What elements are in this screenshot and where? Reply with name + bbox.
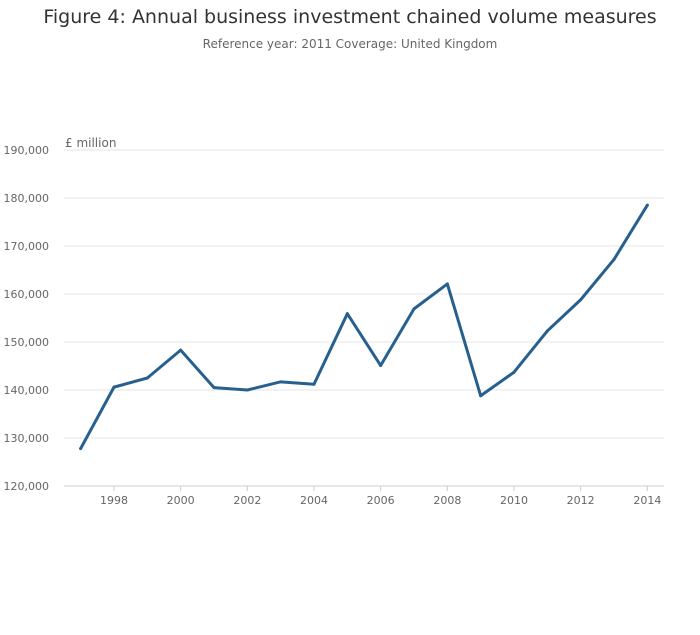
data-point <box>379 364 383 368</box>
data-point <box>179 348 183 352</box>
data-point <box>579 298 583 302</box>
data-point <box>345 312 349 316</box>
axes <box>64 485 664 491</box>
x-tick-label: 2008 <box>433 494 461 507</box>
data-point <box>212 386 216 390</box>
y-tick-label: 120,000 <box>4 480 50 493</box>
x-tick-label: 2002 <box>233 494 261 507</box>
data-point <box>145 376 149 380</box>
y-tick-label: 180,000 <box>4 192 50 205</box>
data-point <box>312 382 316 386</box>
data-point <box>479 394 483 398</box>
data-point <box>512 370 516 374</box>
x-tick-label: 2010 <box>500 494 528 507</box>
y-axis-label: £ million <box>65 136 116 150</box>
y-tick-label: 190,000 <box>4 144 50 157</box>
data-point <box>612 257 616 261</box>
x-tick-label: 2004 <box>300 494 328 507</box>
labels: 120,000 130,000 140,000 150,000 160,000 170,0… <box>4 136 662 507</box>
data-point <box>412 307 416 311</box>
x-tick-label: 2006 <box>367 494 395 507</box>
series-layer <box>79 203 649 451</box>
data-point <box>645 203 649 207</box>
data-point <box>445 282 449 286</box>
data-point <box>79 447 83 451</box>
y-tick-label: 170,000 <box>4 240 50 253</box>
x-tick-label: 1998 <box>100 494 128 507</box>
y-tick-label: 140,000 <box>4 384 50 397</box>
gridlines <box>64 149 664 439</box>
x-tick-label: 2000 <box>167 494 195 507</box>
chart-subtitle: Reference year: 2011 Coverage: United Ki… <box>202 37 498 51</box>
data-point <box>112 385 116 389</box>
y-tick-label: 130,000 <box>4 432 50 445</box>
y-tick-label: 150,000 <box>4 336 50 349</box>
x-tick-label: 2012 <box>567 494 595 507</box>
data-point <box>245 388 249 392</box>
series-line <box>79 203 649 451</box>
chart-title: Figure 4: Annual business investment cha… <box>43 6 657 28</box>
y-tick-label: 160,000 <box>4 288 50 301</box>
data-point <box>279 380 283 384</box>
data-point <box>545 329 549 333</box>
x-tick-label: 2014 <box>633 494 661 507</box>
